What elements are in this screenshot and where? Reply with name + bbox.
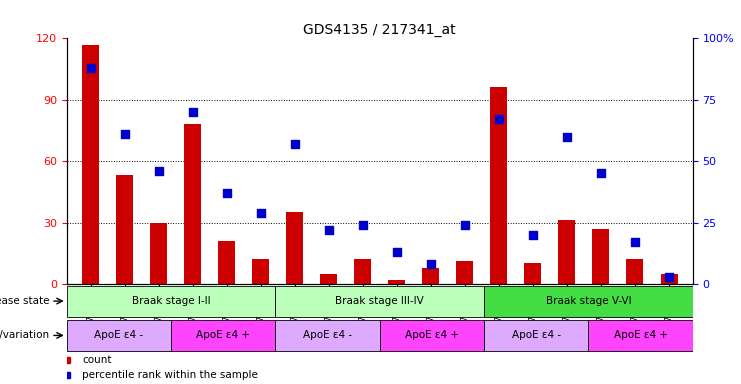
Bar [116, 175, 133, 284]
Point [323, 227, 335, 233]
Point [629, 239, 641, 245]
Point [255, 210, 267, 216]
Bar [525, 263, 542, 284]
Bar [593, 228, 609, 284]
Text: ApoE ε4 -: ApoE ε4 - [94, 331, 144, 341]
Text: ApoE ε4 -: ApoE ε4 - [303, 331, 352, 341]
Point [595, 170, 607, 177]
Text: ApoE ε4 +: ApoE ε4 + [405, 331, 459, 341]
Bar [82, 45, 99, 284]
Bar [588, 320, 693, 351]
Point [527, 232, 539, 238]
Bar [171, 320, 276, 351]
Point [84, 65, 96, 71]
Bar [218, 241, 235, 284]
Point [153, 168, 165, 174]
Text: ApoE ε4 +: ApoE ε4 + [196, 331, 250, 341]
Bar [67, 320, 171, 351]
Bar [422, 268, 439, 284]
Text: ApoE ε4 -: ApoE ε4 - [512, 331, 561, 341]
Bar [379, 320, 484, 351]
Point [561, 134, 573, 140]
Bar [67, 286, 276, 316]
Bar [660, 274, 677, 284]
Bar [184, 124, 201, 284]
Text: Braak stage I-II: Braak stage I-II [132, 296, 210, 306]
Bar [484, 286, 693, 316]
Point [187, 109, 199, 115]
Point [391, 249, 402, 255]
Title: GDS4135 / 217341_at: GDS4135 / 217341_at [304, 23, 456, 37]
Bar [286, 212, 303, 284]
Point [119, 131, 130, 137]
Bar [276, 320, 379, 351]
Bar [484, 320, 588, 351]
Text: disease state: disease state [0, 296, 50, 306]
Text: Braak stage III-IV: Braak stage III-IV [336, 296, 424, 306]
Point [221, 190, 233, 196]
Text: genotype/variation: genotype/variation [0, 331, 50, 341]
Point [493, 116, 505, 122]
Point [289, 141, 301, 147]
Bar [150, 222, 167, 284]
Text: percentile rank within the sample: percentile rank within the sample [82, 370, 258, 380]
Bar [276, 286, 484, 316]
Bar [491, 88, 508, 284]
Bar [456, 262, 473, 284]
Point [663, 273, 675, 280]
Bar [388, 280, 405, 284]
Bar [559, 220, 576, 284]
Bar [354, 259, 371, 284]
Text: count: count [82, 355, 112, 365]
Point [459, 222, 471, 228]
Text: Braak stage V-VI: Braak stage V-VI [545, 296, 631, 306]
Bar [320, 274, 337, 284]
Text: ApoE ε4 +: ApoE ε4 + [614, 331, 668, 341]
Point [357, 222, 369, 228]
Point [425, 261, 436, 267]
Bar [626, 259, 643, 284]
Bar [252, 259, 269, 284]
